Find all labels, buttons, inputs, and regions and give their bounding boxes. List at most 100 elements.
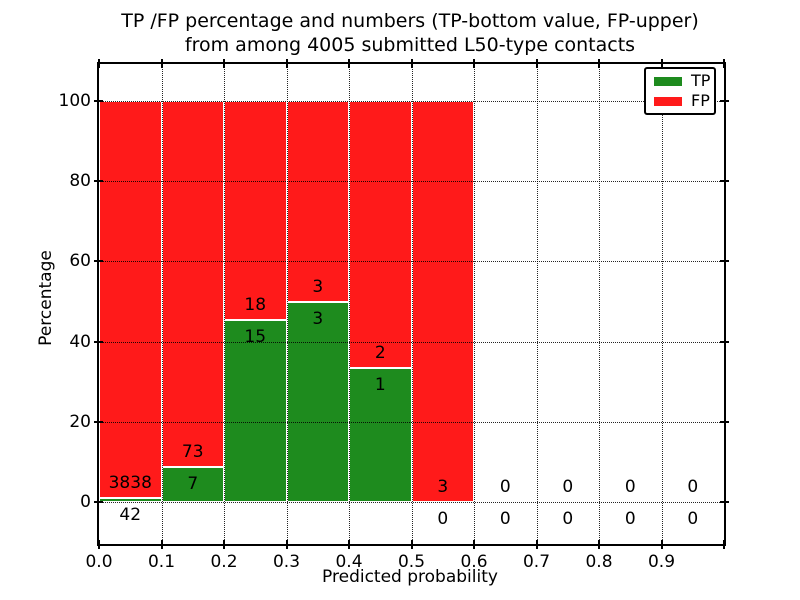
x-tick-label: 0.0: [85, 552, 113, 572]
y-tick-mark: [94, 501, 103, 503]
x-tick-label: 0.9: [647, 552, 676, 572]
x-tick-mark-top: [223, 59, 225, 68]
v-gridline: [224, 64, 225, 544]
legend-entry-tp: TP: [646, 73, 714, 89]
x-tick-label: 0.4: [335, 552, 363, 572]
chart-title-line1: TP /FP percentage and numbers (TP-bottom…: [121, 10, 699, 32]
y-tick-mark-right: [720, 340, 729, 343]
x-tick-mark: [723, 540, 725, 549]
y-tick-mark-right: [720, 420, 729, 423]
tp-count-label: 15: [244, 326, 267, 347]
fp-count-label: 0: [624, 477, 636, 497]
bar-tp-segment: [99, 497, 162, 502]
x-tick-mark-top: [160, 59, 163, 68]
y-tick-label: 60: [69, 251, 91, 272]
tp-count-label: 0: [562, 509, 574, 529]
x-tick-mark: [473, 540, 475, 549]
tp-count-label: 42: [119, 504, 142, 525]
x-tick-mark: [410, 540, 413, 549]
x-tick-label: 0.7: [522, 552, 551, 572]
x-tick-mark: [223, 540, 225, 549]
x-axis-label: Predicted probability: [322, 567, 498, 587]
legend-entry-fp: FP: [646, 93, 714, 109]
y-tick-label: 0: [80, 492, 91, 512]
x-tick-mark-top: [660, 59, 663, 68]
x-tick-mark-top: [473, 59, 475, 68]
x-tick-label: 0.8: [585, 552, 613, 572]
y-tick-mark-right: [720, 100, 729, 102]
x-tick-mark: [98, 540, 100, 549]
x-tick-mark-top: [535, 59, 538, 68]
plot-canvas: 3838 42 73 7 18 15 3 3 2 1 3 0 0 0 0 0 0 0 0 0 0 20 40 60 80 100 0…: [59, 59, 729, 572]
tp-count-label: 7: [187, 473, 199, 494]
y-tick-mark: [94, 340, 103, 343]
y-tick-label: 100: [58, 91, 91, 111]
y-tick-label: 20: [69, 411, 91, 432]
x-tick-mark: [660, 540, 663, 549]
tp-count-label: 0: [499, 509, 511, 529]
fp-count-label: 3: [437, 477, 449, 497]
legend-label: TP: [691, 71, 711, 90]
x-tick-mark-top: [598, 59, 600, 68]
v-gridline: [661, 64, 663, 544]
chart-title-line2: from among 4005 submitted L50-type conta…: [184, 34, 636, 56]
bar-fp-segment: [99, 101, 162, 498]
x-tick-mark: [535, 540, 538, 549]
x-tick-mark: [348, 540, 350, 549]
bar-fp-segment: [411, 101, 474, 502]
bar-tp-segment: [224, 319, 287, 502]
x-tick-mark: [598, 540, 600, 549]
x-tick-mark-top: [723, 59, 725, 68]
chart-title: TP /FP percentage and numbers (TP-bottom…: [85, 9, 735, 57]
tp-count-label: 0: [437, 509, 449, 529]
bar-tp-segment: [161, 466, 224, 502]
x-tick-label: 0.6: [460, 552, 488, 572]
x-tick-mark-top: [348, 59, 350, 68]
x-tick-mark-top: [285, 59, 288, 68]
x-tick-label: 0.5: [397, 552, 426, 572]
y-tick-mark-right: [720, 260, 729, 263]
y-tick-mark-right: [720, 180, 729, 183]
fp-count-label: 73: [181, 441, 204, 462]
y-tick-mark: [94, 180, 103, 183]
x-tick-label: 0.2: [210, 552, 238, 572]
legend: TP FP: [644, 67, 716, 115]
tp-count-label: 0: [624, 509, 636, 529]
fp-count-label: 2: [374, 343, 386, 364]
v-gridline: [286, 64, 288, 544]
y-tick-mark: [94, 260, 103, 263]
tp-count-label: 3: [312, 308, 324, 329]
y-tick-mark: [94, 420, 103, 423]
x-tick-mark: [160, 540, 163, 549]
v-gridline: [536, 64, 538, 544]
bar-fp-segment: [161, 101, 224, 467]
fp-count-label: 18: [244, 294, 267, 315]
fp-count-label: 0: [562, 477, 574, 497]
v-gridline: [411, 64, 413, 544]
x-tick-mark-top: [410, 59, 413, 68]
y-tick-label: 80: [69, 171, 91, 192]
bar-fp-segment: [286, 101, 349, 302]
v-gridline: [161, 64, 163, 544]
x-tick-label: 0.3: [272, 552, 301, 572]
fp-count-label: 3838: [108, 472, 152, 493]
fp-count-label: 0: [499, 477, 511, 497]
v-gridline: [599, 64, 600, 544]
v-gridline: [474, 64, 475, 544]
plot-area: 3838 42 73 7 18 15 3 3 2 1 3 0 0 0 0 0 0 0 0 0 0 20 40 60 80 100 0…: [59, 59, 729, 572]
bar-fp-segment: [349, 101, 412, 369]
y-tick-label: 40: [69, 331, 91, 352]
v-gridline: [349, 64, 350, 544]
x-tick-mark: [285, 540, 288, 549]
bar-tp-segment: [286, 301, 349, 502]
legend-swatch-fp: [654, 96, 682, 106]
tp-count-label: 1: [374, 375, 386, 396]
y-tick-mark-right: [720, 501, 729, 503]
y-tick-mark: [94, 100, 103, 102]
bar-fp-segment: [224, 101, 287, 320]
legend-swatch-tp: [654, 76, 682, 86]
tp-count-label: 0: [687, 509, 699, 529]
x-tick-label: 0.1: [147, 552, 176, 572]
legend-label: FP: [691, 91, 710, 110]
x-tick-mark-top: [98, 59, 100, 68]
